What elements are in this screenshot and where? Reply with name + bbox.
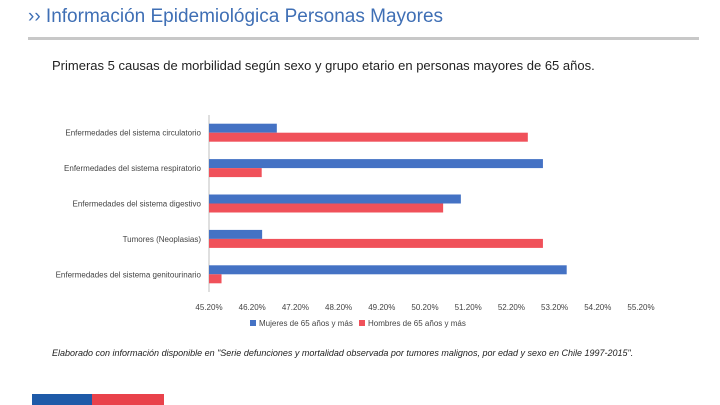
- bar-women: [209, 229, 263, 239]
- legend-women-label: Mujeres de 65 años y más: [259, 319, 353, 328]
- x-tick-label: 52.20%: [498, 303, 525, 312]
- bar-women: [209, 159, 543, 169]
- y-tick-label: Enfermedades del sistema respiratorio: [64, 164, 202, 173]
- x-tick-label: 47.20%: [282, 303, 309, 312]
- x-tick-label: 46.20%: [239, 303, 266, 312]
- page-title: ›› Información Epidemiológica Personas M…: [28, 6, 444, 27]
- footer-bar-blue: [32, 394, 92, 405]
- footer-bar-red: [92, 394, 164, 405]
- bar-men: [209, 168, 262, 178]
- header-divider: [28, 37, 699, 40]
- legend-women-swatch: [250, 320, 256, 326]
- bar-men: [209, 238, 543, 248]
- x-tick-label: 54.20%: [584, 303, 611, 312]
- bar-women: [209, 123, 277, 133]
- bar-men: [209, 203, 444, 213]
- source-note: Elaborado con información disponible en …: [52, 348, 634, 358]
- y-tick-label: Enfermedades del sistema circulatorio: [65, 129, 201, 138]
- y-tick-label: Enfermedades del sistema genitourinario: [56, 270, 202, 279]
- legend-men-label: Hombres de 65 años y más: [368, 319, 466, 328]
- x-tick-label: 55.20%: [627, 303, 654, 312]
- x-tick-label: 48.20%: [325, 303, 352, 312]
- x-tick-label: 53.20%: [541, 303, 568, 312]
- chart-subtitle: Primeras 5 causas de morbilidad según se…: [52, 58, 595, 73]
- x-tick-label: 51.20%: [455, 303, 482, 312]
- bar-men: [209, 274, 222, 284]
- x-tick-label: 50.20%: [411, 303, 438, 312]
- bar-women: [209, 194, 461, 204]
- legend-men-swatch: [359, 320, 365, 326]
- bar-men: [209, 132, 528, 142]
- y-tick-label: Tumores (Neoplasias): [123, 235, 202, 244]
- x-tick-label: 49.20%: [368, 303, 395, 312]
- y-tick-label: Enfermedades del sistema digestivo: [72, 200, 201, 209]
- bar-women: [209, 265, 567, 275]
- x-tick-label: 45.20%: [195, 303, 222, 312]
